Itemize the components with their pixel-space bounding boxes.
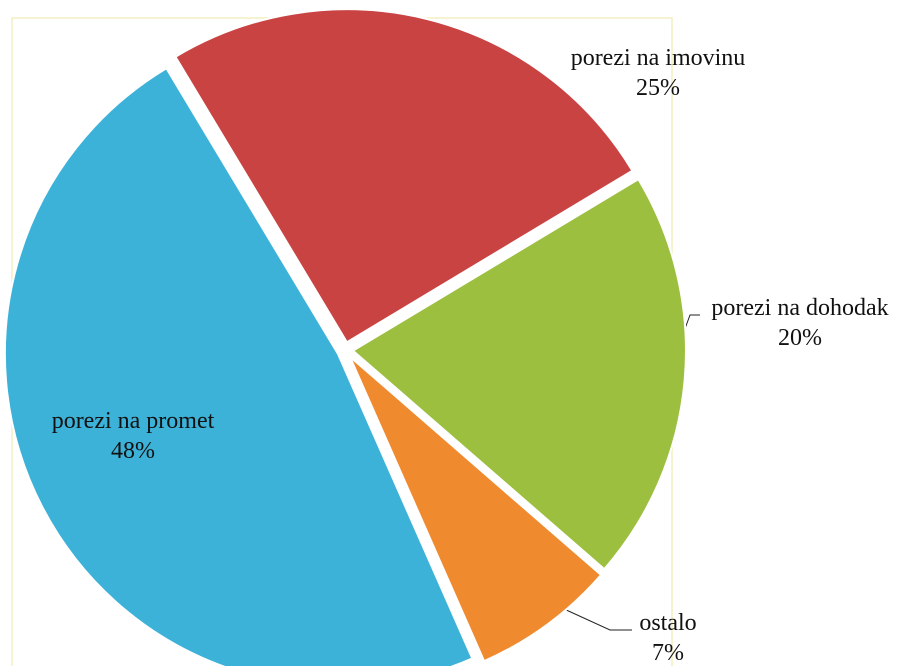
pie-slice [348, 355, 603, 663]
pie-slice [351, 177, 687, 571]
slice-label: ostalo [639, 610, 696, 636]
slice-value-label: 25% [636, 75, 680, 101]
pie-slice [174, 8, 634, 344]
slice-label: porezi na promet [52, 408, 215, 434]
slice-label: porezi na dohodak [711, 295, 888, 321]
slice-value-label: 48% [111, 438, 155, 464]
pie-slice [3, 66, 474, 666]
slice-value-label: 20% [778, 325, 822, 351]
slice-label: porezi na imovinu [571, 45, 746, 71]
slice-value-label: 7% [652, 640, 684, 666]
